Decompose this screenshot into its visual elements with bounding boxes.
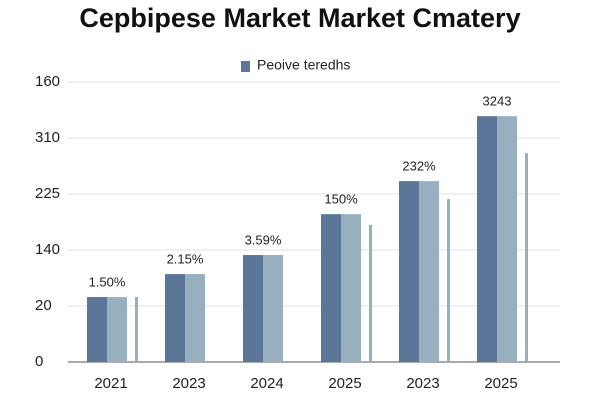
legend-swatch: [241, 61, 250, 72]
bar: [263, 255, 283, 362]
y-tick-label: 140: [35, 241, 60, 258]
chart-title: Cepbipese Market Market Cmatery: [79, 3, 520, 33]
y-tick-label: 0: [35, 353, 43, 370]
bar: [135, 297, 138, 362]
x-tick-label: 2025: [484, 375, 517, 392]
x-tick-label: 2021: [94, 375, 127, 392]
bar: [243, 255, 263, 362]
y-tick-label: 20: [35, 297, 52, 314]
data-label: 3243: [483, 94, 512, 109]
bar: [419, 181, 439, 362]
y-tick-label: 225: [35, 185, 60, 202]
bar: [107, 297, 127, 362]
data-label: 3.59%: [245, 232, 282, 247]
legend-label: Peoive teredhs: [257, 57, 350, 73]
data-label: 232%: [402, 159, 436, 174]
x-tick-label: 2025: [328, 375, 361, 392]
x-tick-label: 2023: [172, 375, 205, 392]
bar: [185, 274, 205, 362]
bar: [87, 297, 107, 362]
y-tick-label: 160: [35, 73, 60, 90]
data-label: 150%: [324, 192, 358, 207]
bar: [399, 181, 419, 362]
x-tick-label: 2024: [250, 375, 283, 392]
bar: [165, 274, 185, 362]
x-tick-label: 2023: [406, 375, 439, 392]
bar: [497, 116, 517, 362]
data-label: 2.15%: [167, 252, 204, 267]
bar: [477, 116, 497, 362]
bar: [369, 224, 372, 362]
bar: [525, 153, 528, 362]
bar: [447, 199, 450, 362]
bar: [321, 214, 341, 362]
bar: [341, 214, 361, 362]
y-tick-label: 310: [35, 129, 60, 146]
data-label: 1.50%: [89, 274, 126, 289]
